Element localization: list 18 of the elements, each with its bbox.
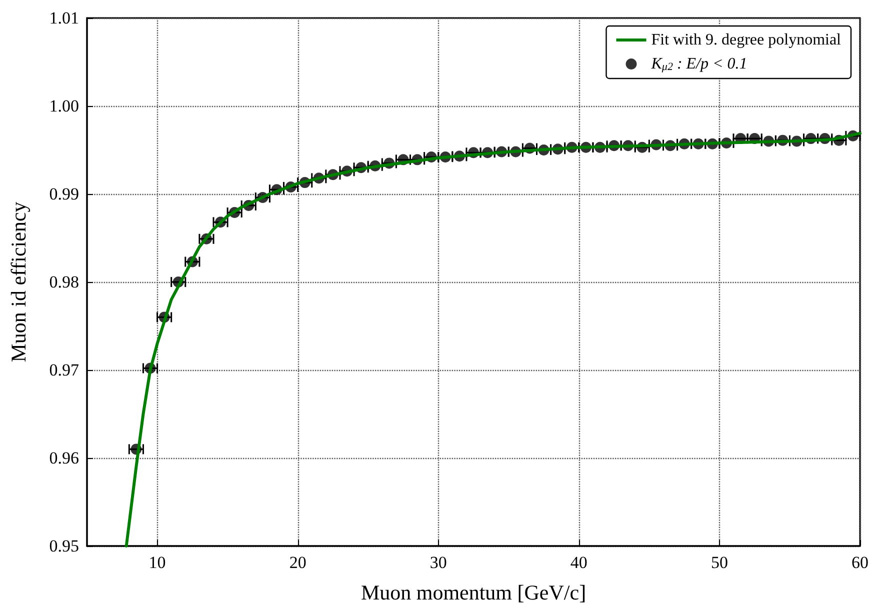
y-tick-label: 1.01: [49, 8, 79, 28]
x-axis-title: Muon momentum [GeV/c]: [360, 580, 586, 604]
x-tick-label: 10: [148, 553, 166, 572]
y-axis-title: Muon id efficiency: [6, 201, 30, 362]
x-tick-label: 50: [710, 553, 728, 572]
legend-label: Kμ2 : E/p < 0.1: [650, 56, 748, 73]
x-tick-label: 60: [852, 553, 868, 572]
x-tick-label: 30: [430, 553, 447, 572]
y-tick-label: 0.95: [49, 536, 79, 556]
y-tick-label: 1.00: [49, 96, 79, 116]
legend-label: Fit with 9. degree polynomial: [651, 32, 842, 48]
line-series: [124, 132, 862, 548]
y-tick-label: 0.99: [49, 184, 79, 204]
y-tick-label: 0.98: [49, 272, 79, 292]
y-tick-label: 0.97: [49, 360, 80, 380]
x-tick-label: 40: [570, 553, 588, 572]
x-tick-label: 20: [289, 553, 306, 572]
y-tick-label: 0.96: [49, 448, 79, 468]
